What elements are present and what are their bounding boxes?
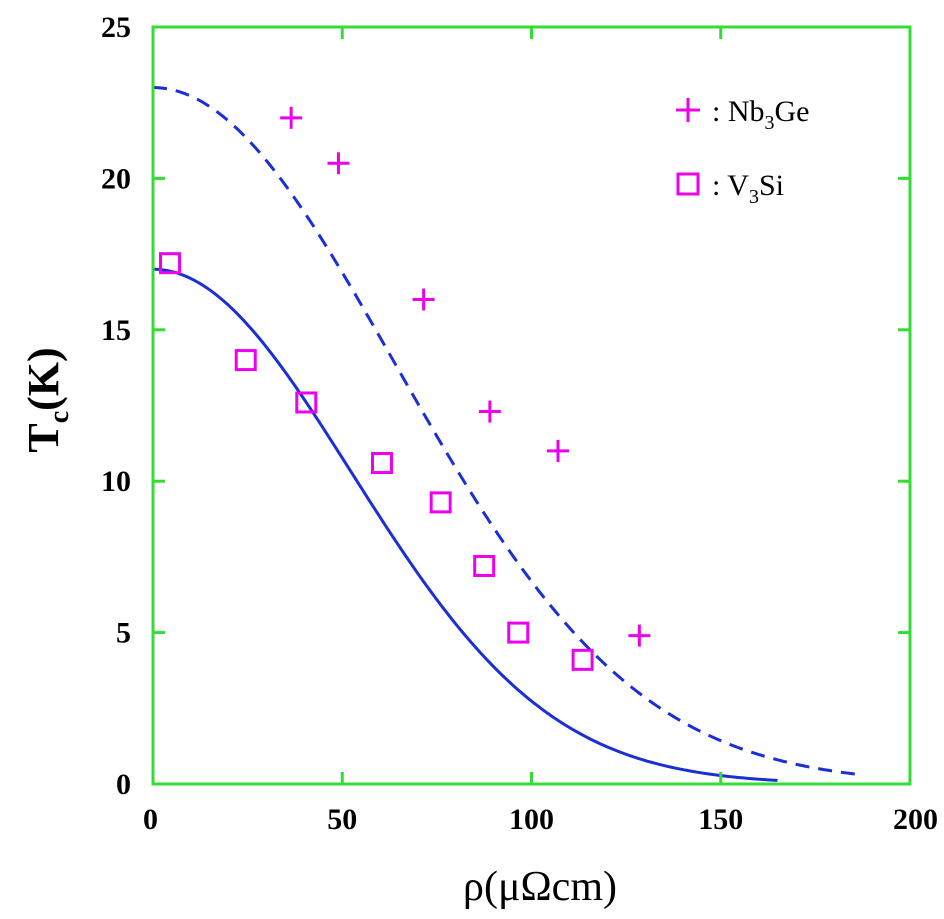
marker-v3si bbox=[509, 623, 528, 642]
marker-v3si bbox=[236, 351, 255, 370]
legend: : Nb3Ge : V3Si bbox=[676, 95, 809, 208]
legend-label-v3si: : V3Si bbox=[712, 169, 784, 208]
legend-label-nb3ge-sub: 3 bbox=[765, 112, 775, 134]
marker-v3si bbox=[573, 650, 592, 669]
x-tick-label: 50 bbox=[327, 803, 357, 836]
legend-label-v3si-sub: 3 bbox=[749, 186, 759, 208]
y-tick-label: 20 bbox=[101, 162, 131, 195]
legend-label-v3si-rest: Si bbox=[759, 169, 784, 202]
x-tick-label: 150 bbox=[698, 803, 743, 836]
y-axis-title-main: T bbox=[19, 423, 68, 452]
tick-labels: 0 50 100 150 200 0 5 10 15 20 25 bbox=[101, 11, 938, 836]
x-tick-label: 100 bbox=[509, 803, 554, 836]
y-axis-title-rest: (K) bbox=[19, 347, 68, 411]
fit-curve-solid bbox=[153, 269, 778, 780]
x-axis-title: ρ(μΩcm) bbox=[463, 864, 617, 910]
marker-v3si bbox=[372, 454, 391, 473]
marker-v3si bbox=[475, 556, 494, 575]
legend-label-nb3ge: : Nb3Ge bbox=[712, 95, 809, 134]
legend-label-nb3ge-main: : Nb bbox=[712, 95, 765, 128]
marker-nb3ge bbox=[547, 440, 569, 462]
legend-label-v3si-main: : V bbox=[712, 169, 749, 202]
axis-ticks bbox=[153, 27, 910, 784]
plot-frame bbox=[153, 27, 910, 784]
x-tick-label: 0 bbox=[143, 803, 158, 836]
marker-nb3ge bbox=[413, 289, 435, 311]
marker-v3si bbox=[431, 493, 450, 512]
y-tick-label: 5 bbox=[116, 617, 131, 650]
y-tick-label: 25 bbox=[101, 11, 131, 44]
y-tick-label: 15 bbox=[101, 314, 131, 347]
legend-marker-v3si bbox=[678, 174, 698, 194]
y-tick-label: 0 bbox=[116, 768, 131, 801]
marker-nb3ge bbox=[628, 625, 650, 647]
x-tick-label: 200 bbox=[893, 803, 938, 836]
y-axis-title-sub: c bbox=[44, 411, 75, 423]
marker-nb3ge bbox=[327, 152, 349, 174]
legend-label-nb3ge-rest: Ge bbox=[775, 95, 810, 128]
y-tick-label: 10 bbox=[101, 465, 131, 498]
data-markers bbox=[161, 107, 651, 670]
marker-nb3ge bbox=[280, 107, 302, 129]
marker-nb3ge bbox=[479, 401, 501, 423]
y-axis-title: Tc(K) bbox=[19, 347, 75, 452]
legend-marker-nb3ge bbox=[676, 98, 700, 122]
